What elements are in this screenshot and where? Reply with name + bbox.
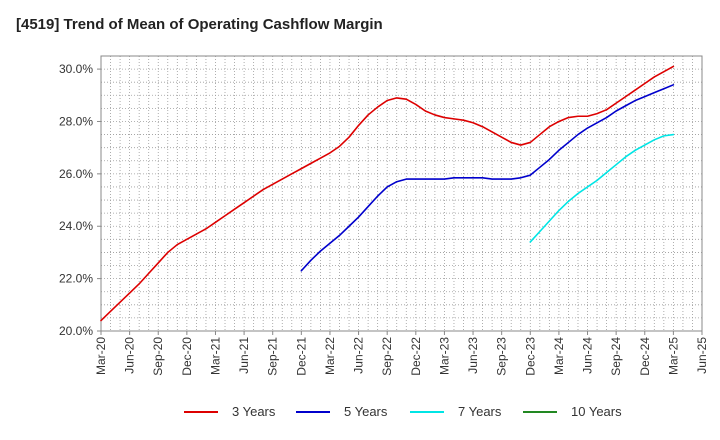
x-tick-label: Mar-24: [552, 337, 566, 375]
legend-label: 10 Years: [571, 404, 622, 419]
x-tick-label: Jun-23: [466, 337, 480, 374]
legend-label: 5 Years: [344, 404, 388, 419]
legend-swatch: [410, 410, 444, 413]
legend-label: 3 Years: [232, 404, 276, 419]
x-tick-label: Mar-25: [666, 337, 680, 375]
x-tick-label: Dec-20: [180, 337, 194, 376]
series-line-2: [529, 133, 675, 243]
x-tick-label: Jun-20: [123, 337, 137, 374]
x-tick-label: Mar-23: [437, 337, 451, 375]
y-tick-label: 20.0%: [59, 324, 93, 338]
legend-item: 7 Years: [410, 404, 501, 419]
legend-item: 10 Years: [523, 404, 622, 419]
x-tick-label: Dec-22: [409, 337, 423, 376]
legend-label: 7 Years: [458, 404, 502, 419]
series-lines: [100, 65, 675, 322]
y-axis: 20.0% 22.0% 24.0% 26.0% 28.0% 30.0%: [59, 62, 101, 338]
legend-item: 5 Years: [296, 404, 387, 419]
legend-swatch: [296, 410, 330, 413]
x-tick-label: Jun-25: [695, 337, 709, 374]
plot-frame: [100, 55, 703, 332]
legend-swatch: [184, 410, 218, 413]
y-tick-label: 22.0%: [59, 272, 93, 286]
x-tick-label: Mar-20: [94, 337, 108, 375]
x-tick-label: Sep-22: [380, 337, 394, 376]
x-tick-label: Mar-22: [323, 337, 337, 375]
x-tick-label: Sep-23: [495, 337, 509, 376]
legend: 3 Years 5 Years 7 Years 10 Years: [0, 404, 720, 426]
y-tick-label: 26.0%: [59, 167, 93, 181]
x-tick-label: Dec-24: [638, 337, 652, 376]
legend-item: 3 Years: [184, 404, 275, 419]
grid-lines: [101, 56, 702, 331]
x-tick-label: Sep-21: [266, 337, 280, 376]
y-tick-label: 24.0%: [59, 219, 93, 233]
x-tick-label: Jun-24: [581, 337, 595, 374]
series-line-1: [300, 84, 675, 272]
series-line-0: [100, 65, 675, 322]
y-tick-label: 30.0%: [59, 62, 93, 76]
legend-swatch: [523, 410, 557, 413]
x-tick-label: Dec-21: [294, 337, 308, 376]
x-tick-label: Jun-22: [352, 337, 366, 374]
x-tick-label: Jun-21: [237, 337, 251, 374]
y-tick-label: 28.0%: [59, 114, 93, 128]
x-axis: Mar-20 Jun-20 Sep-20 Dec-20 Mar-21 Jun-21 Sep-…: [94, 331, 709, 376]
x-tick-label: Dec-23: [523, 337, 537, 376]
chart-title: [4519] Trend of Mean of Operating Cashfl…: [16, 16, 383, 33]
x-tick-label: Mar-21: [208, 337, 222, 375]
x-tick-label: Sep-24: [609, 337, 623, 376]
x-tick-label: Sep-20: [151, 337, 165, 376]
